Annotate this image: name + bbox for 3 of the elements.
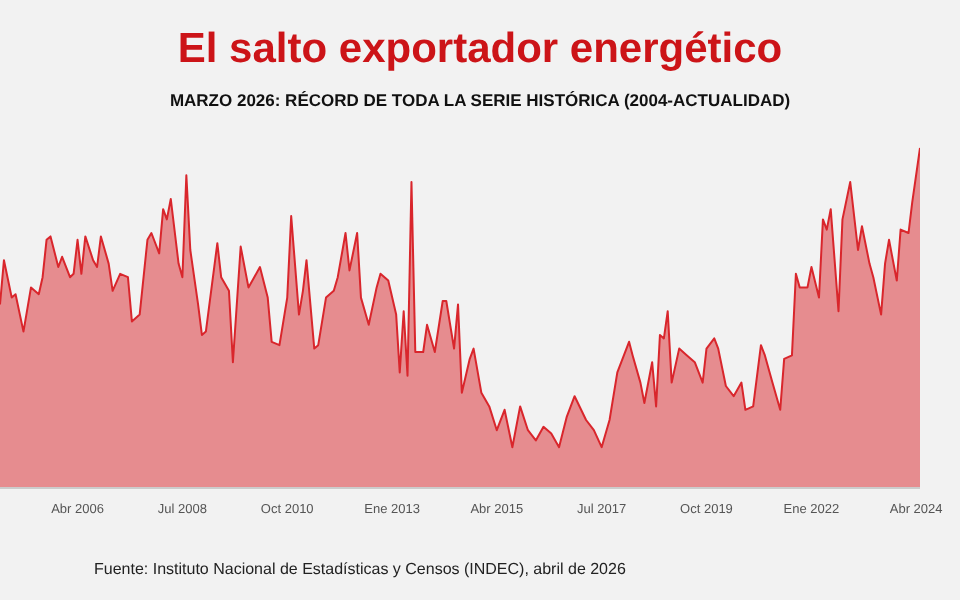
chart-title: El salto exportador energético (175, 26, 785, 74)
chart-subtitle: MARZO 2026: RÉCORD DE TODA LA SERIE HISTÓRICA (2004-ACTUALIDAD) (167, 90, 793, 110)
source-note: Fuente: Instituto Nacional de Estadísticas y Censos (INDEC), abril de 2026 (94, 560, 626, 578)
